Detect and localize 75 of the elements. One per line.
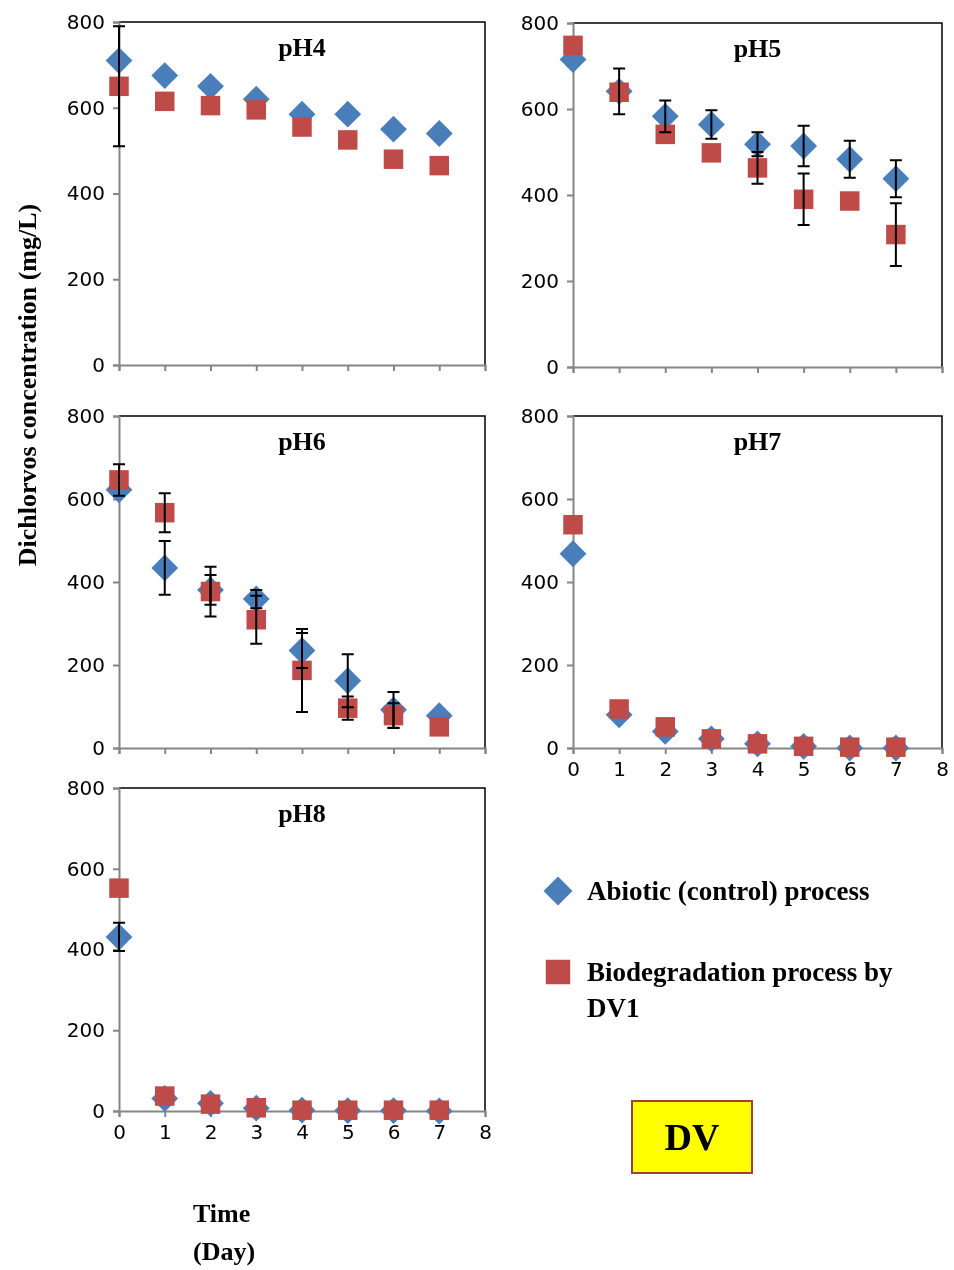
point (429, 155, 449, 176)
y-tick-label: 0 (92, 352, 105, 377)
point (425, 120, 453, 147)
x-tick-label: 8 (479, 1120, 492, 1145)
y-axis-title: Dichlorvos concentration (mg/L) (13, 203, 42, 567)
point (246, 100, 266, 120)
point (200, 95, 221, 116)
point (655, 717, 675, 737)
y-tick-label: 600 (520, 486, 559, 511)
x-tick-label: 2 (659, 757, 673, 782)
y-tick-label: 0 (92, 1098, 105, 1123)
y-tick-label: 400 (520, 182, 559, 207)
legend-label: Biodegradation process by DV1 (587, 957, 894, 1023)
x-tick-label: 2 (204, 1120, 218, 1145)
chart-title: pH4 (278, 33, 326, 62)
legend-label: Abiotic (control) process (587, 876, 870, 906)
y-tick-label: 0 (546, 735, 559, 760)
chart-title: pH6 (278, 427, 326, 456)
x-tick-label: 3 (250, 1120, 264, 1145)
point (380, 115, 407, 143)
y-tick-label: 200 (66, 267, 105, 292)
x-tick-label: 3 (705, 757, 719, 782)
x-tick-label: 7 (890, 757, 903, 782)
x-tick-label: 0 (113, 1120, 126, 1145)
y-tick-label: 200 (520, 268, 559, 293)
y-tick-label: 400 (520, 569, 559, 594)
y-tick-label: 600 (66, 486, 105, 511)
y-tick-label: 800 (66, 775, 105, 800)
x-tick-label: 4 (751, 757, 765, 782)
x-tick-label: 8 (936, 757, 949, 782)
point (701, 143, 722, 163)
y-tick-label: 400 (66, 569, 105, 594)
y-tick-label: 600 (520, 96, 559, 121)
y-tick-label: 800 (520, 10, 559, 35)
y-tick-label: 400 (66, 937, 105, 962)
x-tick-label: 4 (296, 1120, 309, 1145)
x-tick-label: 5 (341, 1120, 355, 1145)
y-tick-label: 200 (66, 1018, 105, 1043)
x-tick-label: 1 (613, 757, 626, 782)
chart-title: pH7 (733, 427, 782, 456)
y-tick-label: 800 (66, 403, 105, 428)
point (151, 62, 179, 90)
y-tick-label: 800 (66, 9, 105, 34)
y-tick-label: 200 (520, 652, 559, 677)
point (429, 717, 449, 737)
point (155, 91, 175, 112)
x-tick-label: 7 (433, 1120, 447, 1145)
point (105, 923, 133, 951)
y-tick-label: 0 (92, 735, 105, 760)
point (840, 191, 860, 211)
point (559, 540, 587, 568)
y-tick-label: 600 (66, 856, 105, 881)
point (109, 878, 129, 898)
y-tick-label: 200 (66, 652, 105, 677)
boxed-label: DV (631, 1100, 753, 1174)
x-tick-label: 1 (158, 1120, 172, 1145)
point (109, 76, 129, 97)
x-tick-label: 6 (843, 757, 857, 782)
x-tick-label: 0 (567, 757, 580, 782)
y-tick-label: 800 (520, 403, 559, 428)
x-axis-title: Time (Day) (193, 1199, 256, 1266)
y-tick-label: 0 (546, 354, 559, 379)
y-tick-label: 400 (66, 181, 105, 206)
y-tick-label: 600 (66, 95, 105, 120)
point (563, 514, 583, 535)
point (292, 117, 312, 137)
chart-title: pH5 (733, 34, 782, 63)
point (334, 100, 362, 128)
x-tick-label: 5 (797, 757, 811, 782)
point (609, 699, 629, 719)
point (338, 130, 358, 150)
point (563, 35, 583, 56)
chart-title: pH8 (278, 799, 326, 828)
point (383, 149, 404, 169)
x-tick-label: 6 (387, 1120, 401, 1145)
